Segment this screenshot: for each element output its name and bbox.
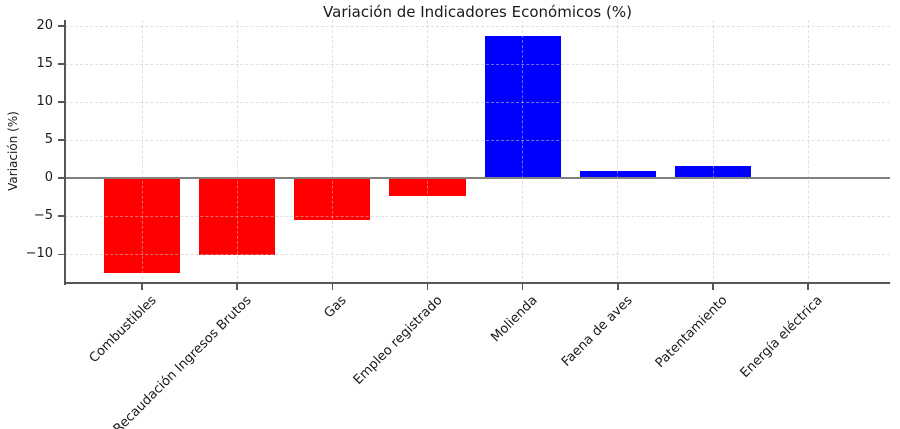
gridline-horizontal bbox=[65, 253, 890, 255]
gridline-vertical bbox=[522, 20, 524, 284]
gridline-vertical bbox=[236, 20, 238, 284]
y-tick-label: −5 bbox=[33, 208, 53, 224]
x-tick-mark bbox=[807, 284, 809, 290]
x-tick-mark bbox=[521, 284, 524, 290]
y-tick-mark bbox=[58, 215, 65, 218]
gridline-vertical bbox=[331, 20, 333, 284]
x-tick-mark bbox=[141, 284, 143, 290]
y-tick-mark bbox=[58, 25, 65, 27]
y-tick-label: 20 bbox=[36, 18, 53, 34]
gridline-horizontal bbox=[65, 139, 890, 141]
y-axis-spine bbox=[64, 20, 66, 285]
gridline-horizontal bbox=[65, 215, 890, 217]
x-tick-mark bbox=[712, 284, 714, 290]
zero-line bbox=[64, 177, 890, 180]
gridline-vertical bbox=[807, 20, 809, 284]
y-tick-mark bbox=[58, 177, 65, 180]
y-tick-label: 10 bbox=[36, 94, 53, 110]
gridline-horizontal bbox=[65, 25, 890, 27]
gridline-vertical bbox=[141, 20, 143, 284]
gridline-horizontal bbox=[65, 101, 890, 103]
y-tick-mark bbox=[58, 101, 65, 103]
y-tick-label: −10 bbox=[25, 246, 53, 262]
x-axis-spine bbox=[64, 282, 890, 284]
y-tick-label: 0 bbox=[44, 170, 53, 186]
y-tick-mark bbox=[58, 253, 65, 256]
gridline-horizontal bbox=[65, 63, 890, 65]
chart-title: Variación de Indicadores Económicos (%) bbox=[323, 3, 632, 21]
y-tick-mark bbox=[58, 139, 65, 141]
x-tick-mark bbox=[331, 284, 334, 290]
plot-area: 20 15 10 5 0 −5 −10 Combustibles Recaudación Ing… bbox=[26, 18, 890, 429]
gridline-vertical bbox=[617, 20, 619, 284]
y-tick-label: 5 bbox=[44, 132, 53, 148]
gridline-vertical bbox=[712, 20, 714, 284]
y-tick-label: 15 bbox=[36, 56, 53, 72]
gridline-vertical bbox=[427, 20, 429, 284]
x-tick-mark bbox=[426, 284, 429, 290]
x-tick-mark bbox=[236, 284, 239, 290]
x-tick-mark bbox=[617, 284, 619, 290]
y-tick-mark bbox=[58, 63, 65, 65]
